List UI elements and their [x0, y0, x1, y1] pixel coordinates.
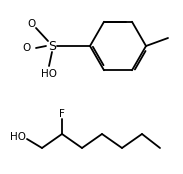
Text: O: O — [23, 43, 31, 53]
Text: HO: HO — [10, 132, 26, 142]
Text: O: O — [28, 19, 36, 29]
Text: HO: HO — [41, 69, 57, 79]
Text: S: S — [48, 39, 56, 53]
Text: F: F — [59, 109, 65, 119]
